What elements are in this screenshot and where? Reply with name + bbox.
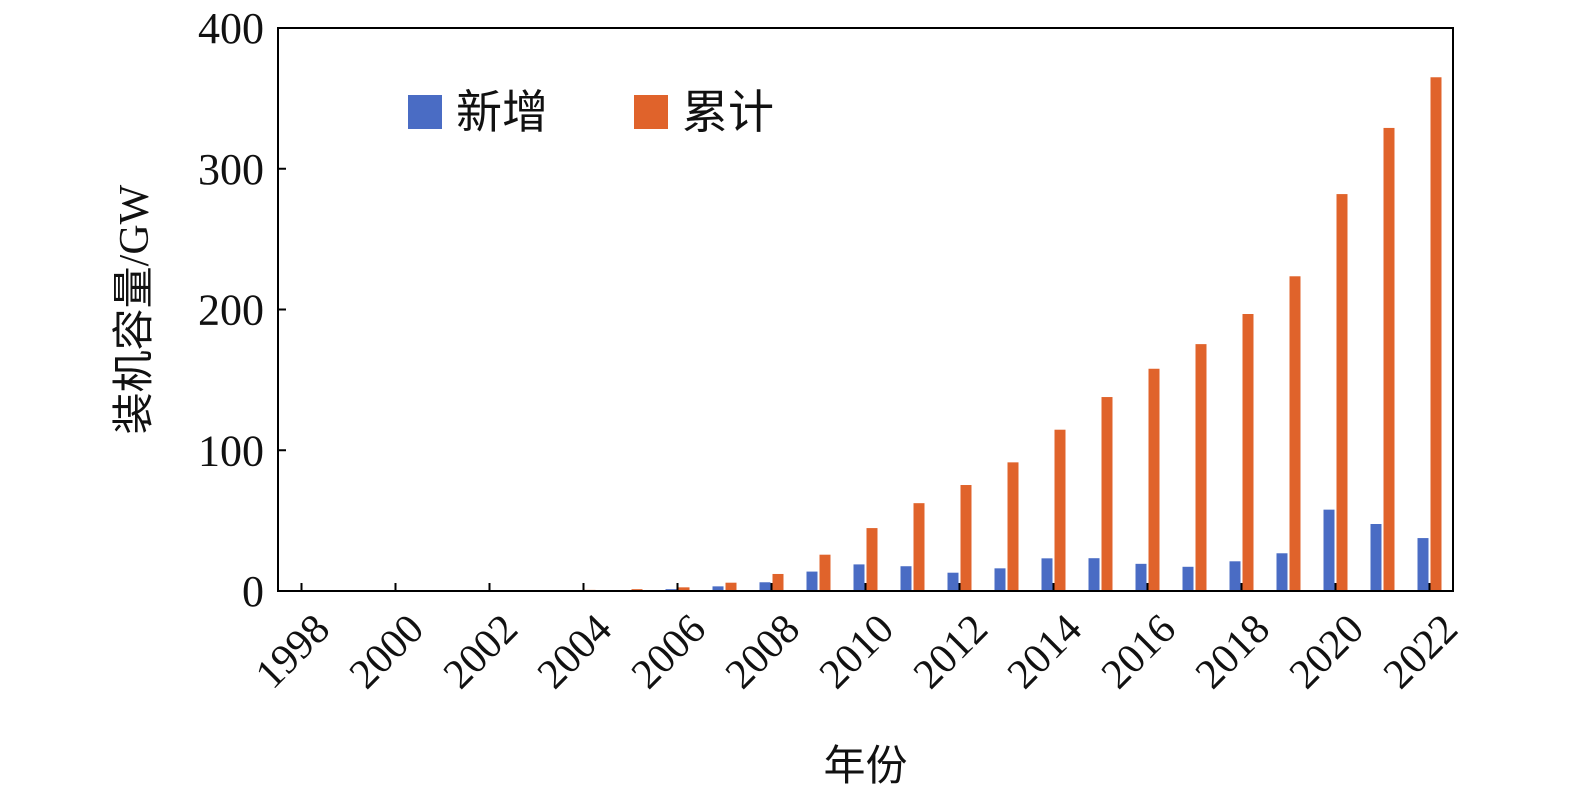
x-tick-label: 2012	[905, 606, 997, 698]
bar-new-2013	[994, 568, 1006, 591]
bar-cumulative-2013	[1007, 462, 1019, 591]
x-tick-label: 2022	[1375, 606, 1467, 698]
x-tick-label: 2008	[717, 606, 809, 698]
y-tick-label: 100	[198, 426, 264, 475]
x-tick-label: 1998	[247, 606, 339, 698]
bar-new-2014	[1041, 558, 1053, 591]
bar-new-2018	[1229, 561, 1241, 591]
bar-cumulative-2010	[866, 528, 878, 591]
legend: 新增 累计	[408, 87, 774, 138]
bar-cumulative-2008	[772, 573, 784, 591]
x-axis-ticks: 1998 2000 2002 2004 2006 2008 2010 2012 2014 2016…	[247, 583, 1467, 698]
legend-swatch-new	[408, 95, 442, 129]
legend-label-new: 新增	[456, 87, 548, 138]
x-tick-label: 2018	[1187, 606, 1279, 698]
y-tick-label: 400	[198, 4, 264, 53]
bar-new-2007	[712, 586, 724, 591]
x-axis-label: 年份	[823, 743, 907, 790]
bar-cumulative-2018	[1242, 314, 1254, 591]
bar-new-2016	[1135, 563, 1147, 591]
legend-label-cumulative: 累计	[682, 87, 774, 138]
bar-new-2009	[806, 571, 818, 591]
bar-new-2010	[853, 564, 865, 591]
x-tick-label: 2020	[1281, 606, 1373, 698]
x-tick-label: 2006	[623, 606, 715, 698]
y-tick-label: 300	[198, 145, 264, 194]
bar-cumulative-2014	[1054, 429, 1066, 591]
x-tick-label: 2010	[811, 606, 903, 698]
bar-new-2019	[1276, 553, 1288, 591]
bars-layer	[289, 77, 1442, 592]
bar-cumulative-2020	[1336, 194, 1348, 591]
x-tick-label: 2004	[529, 606, 621, 698]
y-axis-label: 装机容量/GW	[111, 184, 158, 434]
bar-cumulative-2022	[1430, 77, 1442, 591]
bar-new-2008	[759, 582, 771, 591]
bar-cumulative-2016	[1148, 368, 1160, 591]
bar-cumulative-2017	[1195, 344, 1207, 591]
bar-new-2011	[900, 566, 912, 591]
bar-cumulative-2015	[1101, 397, 1113, 591]
bar-new-2012	[947, 572, 959, 591]
y-axis-ticks: 0 100 200 300 400	[198, 4, 286, 616]
bar-cumulative-2019	[1289, 276, 1301, 591]
x-tick-label: 2000	[341, 606, 433, 698]
bar-new-2022	[1417, 538, 1429, 591]
x-tick-label: 2014	[999, 606, 1091, 698]
bar-new-2015	[1088, 558, 1100, 591]
y-tick-label: 0	[242, 567, 264, 616]
y-tick-label: 200	[198, 286, 264, 335]
bar-cumulative-2009	[819, 554, 831, 591]
plot-frame	[277, 27, 1454, 592]
bar-cumulative-2011	[913, 503, 925, 591]
bar-new-2021	[1370, 524, 1382, 591]
bar-cumulative-2007	[725, 582, 737, 591]
x-tick-label: 2002	[435, 606, 527, 698]
legend-swatch-cumulative	[634, 95, 668, 129]
bar-new-2020	[1323, 509, 1335, 591]
bar-cumulative-2021	[1383, 127, 1395, 592]
x-tick-label: 2016	[1093, 606, 1185, 698]
bar-cumulative-2006	[678, 587, 690, 591]
bar-cumulative-2012	[960, 485, 972, 591]
bar-new-2017	[1182, 566, 1194, 591]
